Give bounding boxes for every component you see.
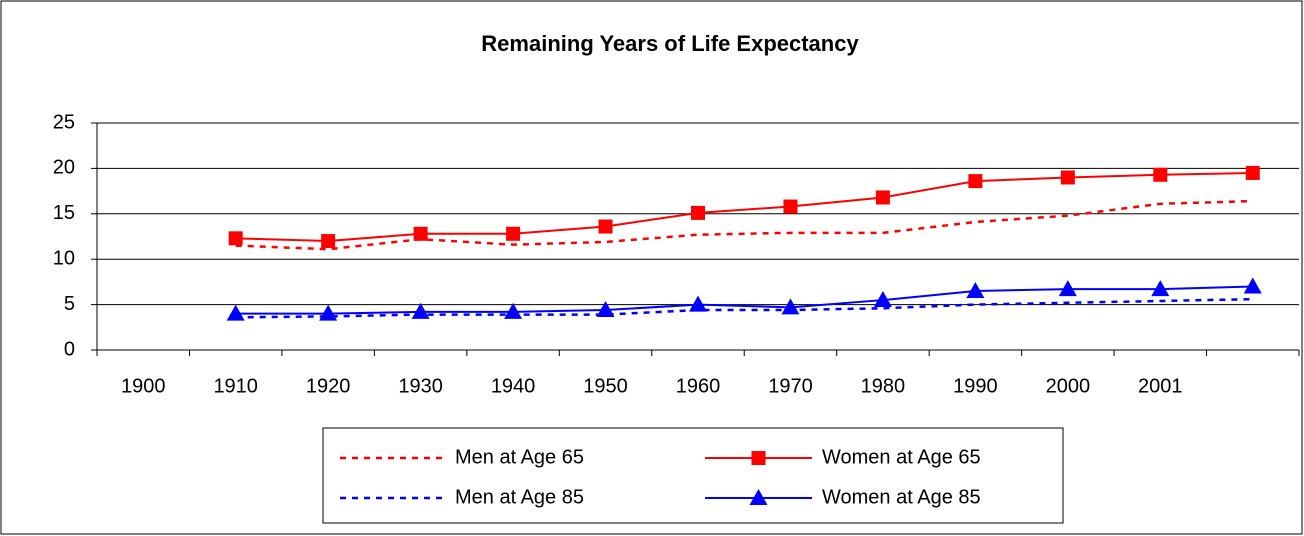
legend-label: Women at Age 85 <box>822 486 981 508</box>
legend-label: Men at Age 85 <box>455 486 584 508</box>
marker <box>691 205 705 220</box>
marker <box>783 199 798 214</box>
marker <box>319 304 338 321</box>
x-tick-label: 1950 <box>583 375 628 397</box>
y-tick-label: 5 <box>64 293 75 315</box>
marker <box>1245 165 1260 180</box>
legend-label: Women at Age 65 <box>822 446 981 468</box>
legend-marker <box>749 489 768 505</box>
y-tick-label: 20 <box>53 157 75 179</box>
x-tick-label: 1910 <box>213 375 258 397</box>
marker <box>504 302 523 319</box>
marker <box>226 304 245 321</box>
y-tick-label: 0 <box>64 338 75 360</box>
legend-box <box>322 427 1064 524</box>
x-tick-label: 1980 <box>861 375 906 397</box>
x-tick-label: 2001 <box>1138 375 1183 397</box>
x-tick-label: 2000 <box>1046 375 1091 397</box>
series-line <box>235 171 1253 243</box>
marker <box>875 190 890 205</box>
marker <box>228 231 243 246</box>
marker <box>1153 167 1168 182</box>
marker <box>689 295 707 312</box>
marker <box>506 226 521 241</box>
marker <box>413 226 428 241</box>
legend-label: Men at Age 65 <box>455 446 584 468</box>
legend-marker <box>751 451 766 465</box>
series-line <box>235 285 1253 315</box>
x-tick-label: 1930 <box>398 375 443 397</box>
x-tick-label: 1940 <box>491 375 536 397</box>
marker <box>321 234 336 249</box>
marker <box>968 174 983 189</box>
marker <box>1060 170 1075 185</box>
y-tick-label: 25 <box>53 111 75 133</box>
marker <box>596 301 615 318</box>
x-tick-label: 1990 <box>953 375 998 397</box>
x-tick-label: 1900 <box>121 375 166 397</box>
marker <box>781 298 800 315</box>
marker <box>966 281 985 298</box>
series-line <box>235 297 1253 319</box>
marker <box>1058 280 1077 297</box>
x-tick-label: 1920 <box>306 375 351 397</box>
x-tick-label: 1970 <box>768 375 813 397</box>
marker <box>598 219 613 234</box>
chart-title: Remaining Years of Life Expectancy <box>481 31 859 56</box>
marker <box>1243 277 1262 294</box>
marker <box>411 302 430 319</box>
series-line <box>235 199 1253 251</box>
marker <box>1151 280 1170 297</box>
y-tick-label: 15 <box>53 202 75 224</box>
marker <box>873 291 892 308</box>
y-tick-label: 10 <box>53 247 75 269</box>
x-tick-label: 1960 <box>676 375 721 397</box>
